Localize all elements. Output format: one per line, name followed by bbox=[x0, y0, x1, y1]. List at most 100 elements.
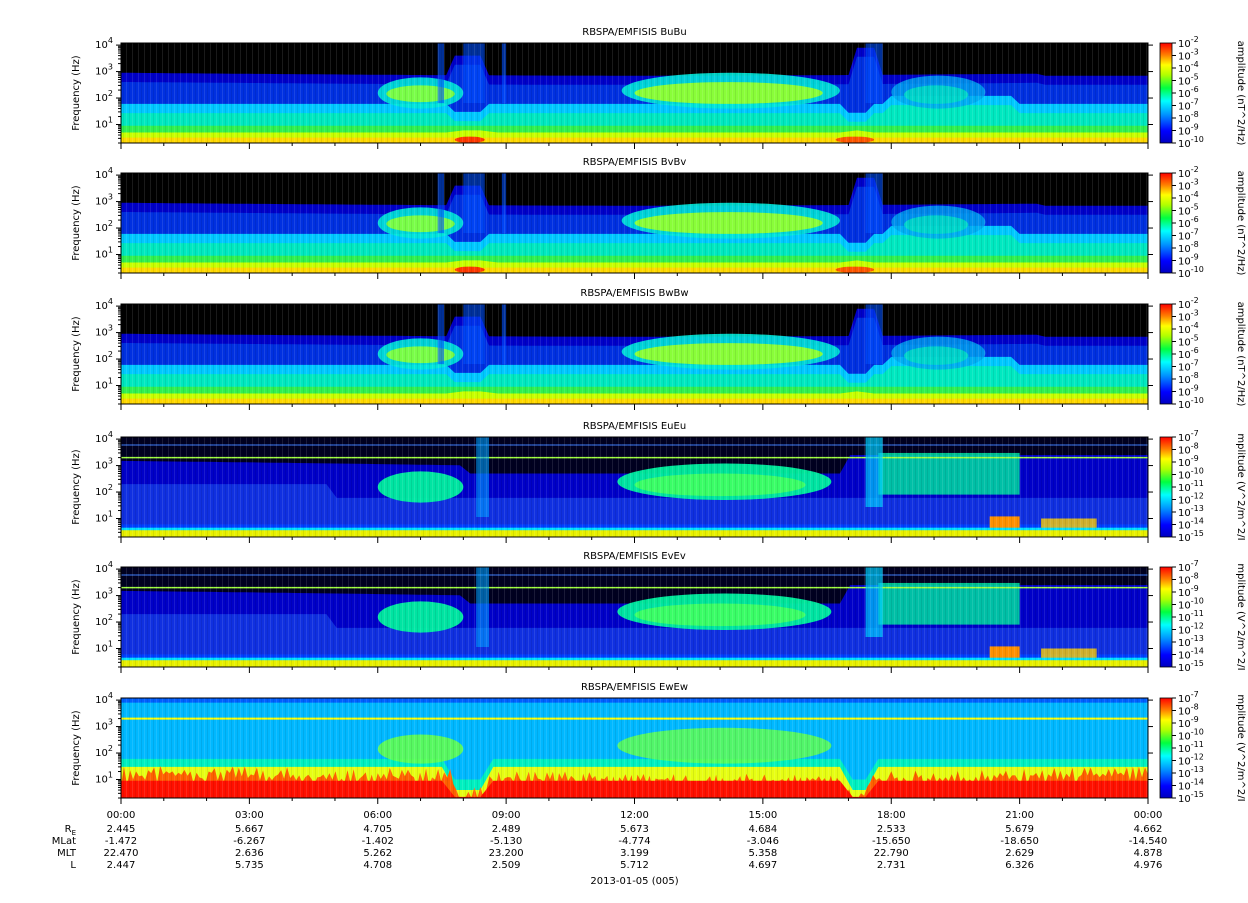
texture-overlay bbox=[121, 304, 1148, 404]
ephemeris-value: 4.708 bbox=[363, 860, 392, 871]
ephemeris-value: 6.326 bbox=[1005, 860, 1034, 871]
panel-title: RBSPA/EMFISIS BuBu bbox=[582, 27, 686, 38]
y-tick-label: 101 bbox=[95, 509, 113, 524]
ephemeris-value: 22.790 bbox=[874, 848, 909, 859]
x-tick-label: 09:00 bbox=[492, 810, 521, 821]
colorbar-label: amplitude (nT^2/Hz) bbox=[1235, 302, 1246, 407]
texture-overlay bbox=[121, 173, 1148, 273]
colorbar-tick-label: 10-10 bbox=[1178, 467, 1204, 482]
colorbar-label: mplitude (V^2/m^2/I bbox=[1235, 563, 1246, 670]
ephemeris-value: -3.046 bbox=[747, 836, 779, 847]
colorbar-tick-label: 10-8 bbox=[1178, 240, 1199, 255]
colorbar-gradient bbox=[1159, 42, 1173, 144]
ephemeris-label: MLT bbox=[57, 848, 77, 859]
ephemeris-value: 5.679 bbox=[1005, 824, 1034, 835]
ephemeris-value: -4.774 bbox=[618, 836, 650, 847]
ephemeris-value: 2.636 bbox=[235, 848, 264, 859]
colorbar-tick-label: 10-9 bbox=[1178, 584, 1199, 599]
y-tick-label: 104 bbox=[95, 297, 113, 312]
panel-title: RBSPA/EMFISIS EuEu bbox=[583, 421, 686, 432]
ephemeris-value: 2.447 bbox=[107, 860, 136, 871]
y-tick-label: 102 bbox=[95, 613, 113, 628]
y-tick-label: 103 bbox=[95, 193, 113, 208]
colorbar-tick-label: 10-7 bbox=[1178, 359, 1199, 374]
colorbar-tick-label: 10-13 bbox=[1178, 634, 1204, 649]
ephemeris-value: -14.540 bbox=[1129, 836, 1168, 847]
x-tick-label: 00:00 bbox=[107, 810, 136, 821]
ephemeris-label: L bbox=[70, 860, 76, 871]
colorbar-tick-label: 10-15 bbox=[1178, 790, 1204, 805]
y-axis-label: Frequency (Hz) bbox=[71, 579, 82, 655]
colorbar-tick-label: 10-8 bbox=[1178, 442, 1199, 457]
colorbar-tick-label: 10-9 bbox=[1178, 253, 1199, 268]
panel-1: RBSPA/EMFISIS BuBu 101 102 103 104 Frequency … bbox=[71, 27, 1246, 150]
colorbar-tick-label: 10-12 bbox=[1178, 622, 1204, 637]
colorbar-tick-label: 10-10 bbox=[1178, 597, 1204, 612]
colorbar-tick-label: 10-8 bbox=[1178, 110, 1199, 125]
colorbar-tick-label: 10-2 bbox=[1178, 165, 1199, 180]
ephemeris-value: 4.705 bbox=[363, 824, 392, 835]
colorbar-4: 10-710-810-910-1010-1110-1210-1310-1410-… bbox=[1159, 429, 1246, 544]
panel-title: RBSPA/EMFISIS EwEw bbox=[581, 682, 688, 693]
colorbar-tick-label: 10-7 bbox=[1178, 559, 1199, 574]
x-tick-label: 15:00 bbox=[748, 810, 777, 821]
colorbar-tick-label: 10-4 bbox=[1178, 321, 1199, 336]
ephemeris-value: 4.976 bbox=[1134, 860, 1163, 871]
colorbar-tick-label: 10-13 bbox=[1178, 765, 1204, 780]
y-axis-label: Frequency (Hz) bbox=[71, 316, 82, 392]
ephemeris-value: -15.650 bbox=[872, 836, 911, 847]
ephemeris-value: 5.667 bbox=[235, 824, 264, 835]
ephemeris-value: -1.472 bbox=[105, 836, 137, 847]
x-tick-label: 18:00 bbox=[877, 810, 906, 821]
colorbar-2: 10-210-310-410-510-610-710-810-910-10 amp… bbox=[1159, 165, 1246, 280]
texture-overlay bbox=[121, 437, 1148, 537]
colorbar-tick-label: 10-11 bbox=[1178, 479, 1204, 494]
colorbar-tick-label: 10-12 bbox=[1178, 492, 1204, 507]
y-tick-label: 102 bbox=[95, 483, 113, 498]
colorbar-tick-label: 10-3 bbox=[1178, 309, 1199, 324]
colorbar-tick-label: 10-9 bbox=[1178, 384, 1199, 399]
colorbar-label: amplitude (nT^2/Hz) bbox=[1235, 171, 1246, 276]
colorbar-tick-label: 10-8 bbox=[1178, 572, 1199, 587]
colorbar-3: 10-210-310-410-510-610-710-810-910-10 amp… bbox=[1159, 296, 1246, 411]
colorbar-tick-label: 10-6 bbox=[1178, 215, 1199, 230]
colorbar-tick-label: 10-5 bbox=[1178, 73, 1199, 88]
colorbar-tick-label: 10-7 bbox=[1178, 228, 1199, 243]
colorbar-tick-label: 10-7 bbox=[1178, 429, 1199, 444]
colorbar-tick-label: 10-5 bbox=[1178, 334, 1199, 349]
colorbar-tick-label: 10-13 bbox=[1178, 504, 1204, 519]
colorbar-tick-label: 10-4 bbox=[1178, 190, 1199, 205]
ephemeris-value: 2.629 bbox=[1005, 848, 1034, 859]
colorbar-tick-label: 10-6 bbox=[1178, 85, 1199, 100]
ephemeris-value: 5.262 bbox=[363, 848, 392, 859]
y-tick-label: 102 bbox=[95, 219, 113, 234]
colorbar-tick-label: 10-7 bbox=[1178, 98, 1199, 113]
colorbar-tick-label: 10-10 bbox=[1178, 728, 1204, 743]
x-axis-label: 2013-01-05 (005) bbox=[590, 876, 678, 887]
y-tick-label: 103 bbox=[95, 63, 113, 78]
ephemeris-value: 4.878 bbox=[1134, 848, 1163, 859]
ephemeris-value: 2.533 bbox=[877, 824, 906, 835]
ephemeris-value: 23.200 bbox=[489, 848, 524, 859]
y-axis-label: Frequency (Hz) bbox=[71, 710, 82, 786]
colorbar-tick-label: 10-15 bbox=[1178, 659, 1204, 674]
panel-5: RBSPA/EMFISIS EvEv 101 102 103 104 Frequency … bbox=[71, 551, 1246, 674]
ephemeris-value: 2.509 bbox=[492, 860, 521, 871]
spectrogram-area bbox=[121, 304, 1148, 404]
x-tick-label: 06:00 bbox=[363, 810, 392, 821]
ephemeris-value: 3.199 bbox=[620, 848, 649, 859]
colorbar-label: amplitude (nT^2/Hz) bbox=[1235, 41, 1246, 146]
y-tick-label: 102 bbox=[95, 89, 113, 104]
colorbar-5: 10-710-810-910-1010-1110-1210-1310-1410-… bbox=[1159, 559, 1246, 674]
y-axis-label: Frequency (Hz) bbox=[71, 185, 82, 261]
colorbar-tick-label: 10-8 bbox=[1178, 371, 1199, 386]
colorbar-tick-label: 10-14 bbox=[1178, 647, 1204, 662]
ephemeris-value: 2.445 bbox=[107, 824, 136, 835]
colorbar-tick-label: 10-2 bbox=[1178, 296, 1199, 311]
colorbar-label: mplitude (V^2/m^2/I bbox=[1235, 694, 1246, 801]
colorbar-tick-label: 10-14 bbox=[1178, 517, 1204, 532]
x-tick-label: 12:00 bbox=[620, 810, 649, 821]
ephemeris-label: MLat bbox=[52, 836, 76, 847]
panel-title: RBSPA/EMFISIS EvEv bbox=[583, 551, 686, 562]
